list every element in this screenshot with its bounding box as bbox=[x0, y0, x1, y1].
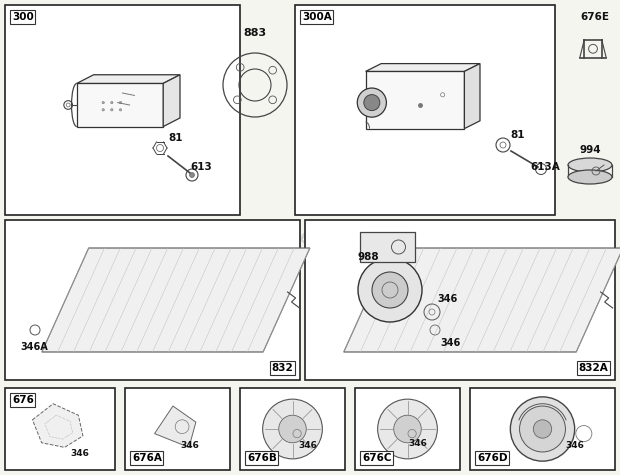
Text: 81: 81 bbox=[168, 133, 182, 143]
Text: 883: 883 bbox=[244, 28, 267, 38]
Text: 346: 346 bbox=[298, 441, 317, 450]
Text: 676B: 676B bbox=[247, 453, 277, 463]
Text: 346: 346 bbox=[408, 439, 427, 448]
Text: 676E: 676E bbox=[580, 12, 609, 22]
Bar bbox=[360, 232, 415, 262]
Text: 676A: 676A bbox=[132, 453, 162, 463]
Circle shape bbox=[119, 109, 122, 111]
Text: 676: 676 bbox=[12, 395, 34, 405]
Text: 300A: 300A bbox=[302, 12, 332, 22]
Circle shape bbox=[263, 399, 322, 459]
Text: 613A: 613A bbox=[530, 162, 560, 172]
Bar bbox=[77, 84, 163, 127]
Text: 994: 994 bbox=[580, 145, 601, 155]
Text: 81: 81 bbox=[510, 130, 525, 140]
Text: 346: 346 bbox=[437, 294, 458, 304]
Circle shape bbox=[119, 101, 122, 104]
Text: 988: 988 bbox=[358, 252, 379, 262]
Bar bbox=[240, 388, 345, 470]
Circle shape bbox=[378, 399, 437, 459]
Circle shape bbox=[190, 172, 195, 178]
Circle shape bbox=[357, 88, 386, 117]
Bar bbox=[470, 388, 615, 470]
Ellipse shape bbox=[568, 158, 612, 172]
Polygon shape bbox=[343, 248, 620, 352]
Text: 346: 346 bbox=[180, 441, 199, 450]
Polygon shape bbox=[366, 64, 480, 71]
Polygon shape bbox=[32, 404, 83, 447]
Text: 346: 346 bbox=[565, 441, 584, 450]
Circle shape bbox=[102, 101, 104, 104]
Circle shape bbox=[394, 415, 421, 443]
Bar bbox=[5, 220, 300, 380]
Text: 832A: 832A bbox=[578, 363, 608, 373]
Text: 300: 300 bbox=[12, 12, 33, 22]
Bar bbox=[125, 388, 230, 470]
Bar bbox=[5, 388, 115, 470]
Circle shape bbox=[110, 101, 113, 104]
Bar bbox=[366, 71, 464, 129]
Circle shape bbox=[279, 415, 306, 443]
Polygon shape bbox=[154, 406, 196, 447]
Bar bbox=[305, 220, 615, 380]
Circle shape bbox=[358, 258, 422, 322]
Text: 676C: 676C bbox=[362, 453, 391, 463]
Circle shape bbox=[510, 397, 575, 461]
Circle shape bbox=[102, 109, 104, 111]
Text: eReplacementParts.com: eReplacementParts.com bbox=[191, 228, 429, 247]
Circle shape bbox=[520, 406, 565, 452]
Text: 346: 346 bbox=[440, 338, 460, 348]
Circle shape bbox=[372, 272, 408, 308]
Polygon shape bbox=[163, 75, 180, 127]
Polygon shape bbox=[77, 75, 180, 84]
Polygon shape bbox=[42, 248, 310, 352]
Polygon shape bbox=[464, 64, 480, 129]
Text: 832: 832 bbox=[272, 363, 293, 373]
Bar bbox=[295, 5, 555, 215]
Circle shape bbox=[110, 109, 113, 111]
Text: 613: 613 bbox=[190, 162, 212, 172]
Circle shape bbox=[533, 420, 552, 438]
Text: 346A: 346A bbox=[20, 342, 48, 352]
Text: 346: 346 bbox=[70, 449, 89, 458]
Circle shape bbox=[364, 95, 380, 111]
Text: 676D: 676D bbox=[477, 453, 508, 463]
Bar bbox=[355, 388, 460, 470]
Ellipse shape bbox=[568, 170, 612, 184]
Bar bbox=[5, 5, 240, 215]
